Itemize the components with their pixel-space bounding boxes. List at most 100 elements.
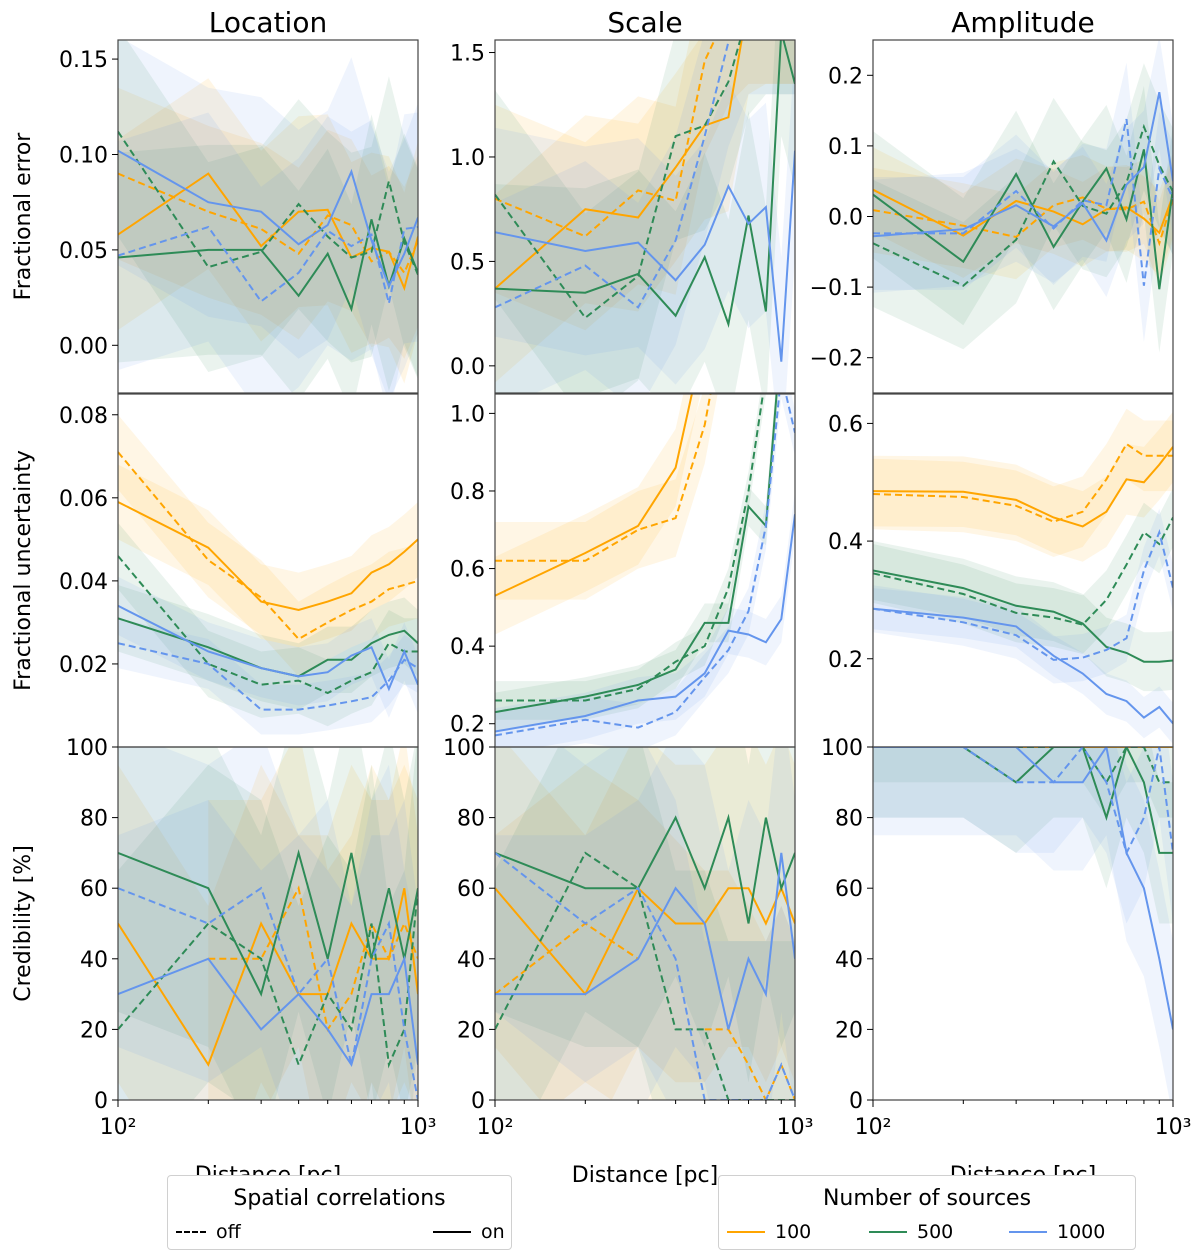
solid-line-swatch-icon <box>433 1231 471 1233</box>
uncertainty-band-1000-off <box>495 747 795 1100</box>
uncertainty-band-100-off <box>495 40 795 331</box>
y-tick-label: 20 <box>457 1018 485 1043</box>
axes-frame <box>117 39 419 394</box>
y-tick-label: 80 <box>835 807 863 832</box>
uncertainty-band-500-off <box>495 394 766 720</box>
legend-label-off: off <box>216 1221 241 1243</box>
y-tick-label: 0.10 <box>59 143 108 168</box>
uncertainty-band-100-on <box>873 411 1173 562</box>
y-tick-label: 60 <box>80 877 108 902</box>
series-line-500-on <box>118 219 418 313</box>
plot-area <box>495 747 795 1100</box>
y-tick-label: 0.6 <box>828 412 863 437</box>
uncertainty-band-1000-off <box>118 112 418 393</box>
uncertainty-band-1000-on <box>873 747 1173 1100</box>
uncertainty-band-500-off <box>873 488 1173 654</box>
series-line-100-on <box>118 501 418 612</box>
y-tick-label: 0.2 <box>450 713 485 738</box>
uncertainty-band-500-on <box>118 747 418 1100</box>
column-title: Location <box>209 6 327 39</box>
series-line-1000-off <box>495 394 795 737</box>
y-tick-label: 40 <box>457 948 485 973</box>
legend-spatial-title: Spatial correlations <box>233 1186 446 1211</box>
y-tick-label: 40 <box>80 948 108 973</box>
y-tick-label: 0.1 <box>828 135 863 160</box>
plot-area <box>873 747 1173 1100</box>
plot-area <box>495 40 795 393</box>
series-line-100-on <box>495 394 693 597</box>
series-line-1000-off <box>873 118 1173 286</box>
series-line-100-on <box>873 446 1173 528</box>
series-line-1000-on <box>495 150 795 362</box>
plot-area <box>495 394 795 747</box>
green-line-swatch-icon <box>869 1231 907 1233</box>
y-tick-label: 0.8 <box>450 480 485 505</box>
y-tick-label: 20 <box>835 1018 863 1043</box>
column-title: Scale <box>607 6 682 39</box>
legend-sources-title: Number of sources <box>822 1186 1032 1211</box>
y-tick-label: 0.4 <box>828 530 863 555</box>
series-line-1000-off <box>495 40 731 309</box>
uncertainty-band-100-on <box>118 78 418 384</box>
y-tick-label: 1.5 <box>450 42 485 67</box>
series-line-500-off <box>118 555 418 695</box>
y-tick-label: 60 <box>457 877 485 902</box>
uncertainty-band-100-off <box>873 408 1173 557</box>
series-line-1000-off <box>495 852 795 1100</box>
legend-entry-100: 100 <box>727 1221 811 1243</box>
series-line-100-off <box>873 442 1173 523</box>
series-line-1000-off <box>873 529 1173 661</box>
x-tick-label: 10² <box>855 1115 892 1140</box>
series-line-1000-off <box>118 886 418 1100</box>
series-line-500-off <box>118 131 418 276</box>
series-line-100-off <box>495 40 716 238</box>
uncertainty-band-500-on <box>873 85 1173 353</box>
axes-frame <box>494 39 796 394</box>
uncertainty-band-1000-off <box>118 618 418 735</box>
uncertainty-band-1000-on <box>873 40 1173 297</box>
series-line-1000-on <box>495 852 795 1030</box>
y-axis-label: Fractional error <box>11 132 36 301</box>
y-tick-label: 0.05 <box>59 239 108 264</box>
uncertainty-band-1000-on <box>873 588 1173 745</box>
y-tick-label: −0.1 <box>810 276 863 301</box>
uncertainty-band-1000-on <box>118 576 418 718</box>
y-tick-label: 0.2 <box>828 64 863 89</box>
uncertainty-band-100-off <box>495 764 795 1100</box>
series-line-500-off <box>873 123 1173 287</box>
x-axis-label: Distance [pc] <box>572 1163 718 1188</box>
axes-frame <box>872 746 1174 1101</box>
y-tick-label: 40 <box>835 948 863 973</box>
y-tick-label: 60 <box>835 877 863 902</box>
series-line-500-on <box>495 40 795 328</box>
y-tick-label: 80 <box>457 807 485 832</box>
uncertainty-band-500-off <box>118 522 418 727</box>
axes-frame <box>117 746 419 1101</box>
y-tick-label: 0.5 <box>450 250 485 275</box>
series-line-500-off <box>873 517 1173 626</box>
plot-area <box>118 40 418 393</box>
series-line-500-off <box>495 851 795 1100</box>
uncertainty-band-1000-on <box>495 491 795 747</box>
legend-entry-off: off <box>176 1221 241 1243</box>
series-line-500-on <box>873 569 1173 663</box>
series-line-500-off <box>495 40 742 320</box>
subplot-1-0: 0.02 0.04 0.06 0.08 Fractional uncertainty <box>11 393 419 748</box>
uncertainty-band-500-off <box>495 747 795 1100</box>
y-tick-label: 0.08 <box>59 404 108 429</box>
series-line-500-on <box>495 813 795 924</box>
legend-entry-on: on <box>433 1221 505 1243</box>
uncertainty-band-500-on <box>495 40 795 393</box>
uncertainty-band-100-off <box>495 394 718 600</box>
series-line-1000-off <box>118 642 418 711</box>
y-tick-label: 0.04 <box>59 570 108 595</box>
uncertainty-band-1000-on <box>495 747 795 1100</box>
series-line-500-on <box>495 394 778 714</box>
uncertainty-band-100-off <box>873 155 1173 286</box>
series-line-500-off <box>495 394 765 702</box>
y-tick-label: 100 <box>66 736 108 761</box>
uncertainty-band-500-off <box>118 40 418 380</box>
